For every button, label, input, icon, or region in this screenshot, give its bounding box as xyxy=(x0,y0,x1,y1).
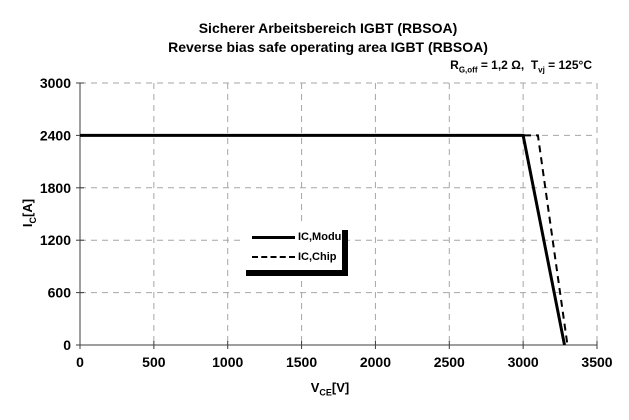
annotation-subscript: vj xyxy=(538,65,545,75)
solid-line-sample-icon xyxy=(252,235,295,239)
y-tick-label: 3000 xyxy=(40,75,71,91)
annotation-text: = 125°C xyxy=(544,58,592,72)
legend-item-ic-modul: IC,Modul xyxy=(252,231,345,244)
chart-subtitle: Reverse bias safe operating area IGBT (R… xyxy=(168,39,488,55)
y-tick-label: 1200 xyxy=(40,232,71,248)
y-axis-title-subscript: C xyxy=(27,216,38,224)
x-tick-label: 3000 xyxy=(508,354,539,370)
x-tick-label: 2000 xyxy=(360,354,391,370)
x-tick-label: 0 xyxy=(76,354,84,370)
series-ic-chip xyxy=(80,134,569,346)
y-tick-label: 1800 xyxy=(40,180,71,196)
x-tick-label: 1500 xyxy=(286,354,317,370)
chart-title: Sicherer Arbeitsbereich IGBT (RBSOA) xyxy=(198,20,458,36)
annotation-text: = 1,2 Ω, T xyxy=(477,58,539,72)
x-tick-label: 2500 xyxy=(434,354,465,370)
series-ic-modul xyxy=(80,133,566,346)
legend-label: IC,Modul xyxy=(298,231,345,244)
x-axis-title-unit: [V] xyxy=(331,380,350,395)
x-tick-label: 3500 xyxy=(581,354,612,370)
y-axis-title-unit: [A] xyxy=(20,198,36,217)
annotation-text: R xyxy=(450,58,459,72)
y-axis-title: IC[A] xyxy=(20,199,38,227)
y-tick-label: 600 xyxy=(48,285,72,301)
x-axis-title-subscript: CE xyxy=(319,387,332,398)
x-tick-label: 500 xyxy=(142,354,166,370)
dashed-line-sample-icon xyxy=(252,255,295,258)
legend-label: IC,Chip xyxy=(298,250,337,263)
y-tick-label: 2400 xyxy=(40,127,71,143)
chart-legend: IC,Modul IC,Chip xyxy=(240,224,345,270)
y-axis-title-symbol: I xyxy=(20,223,36,228)
annotation-subscript: G,off xyxy=(458,65,478,75)
chart-annotation: RG,off = 1,2 Ω, Tvj = 125°C xyxy=(450,58,592,74)
x-axis-title: VCE[V] xyxy=(311,380,350,398)
y-tick-label: 0 xyxy=(63,337,71,353)
legend-item-ic-chip: IC,Chip xyxy=(252,251,342,263)
x-axis-title-symbol: V xyxy=(310,380,320,395)
x-tick-label: 1000 xyxy=(212,354,243,370)
